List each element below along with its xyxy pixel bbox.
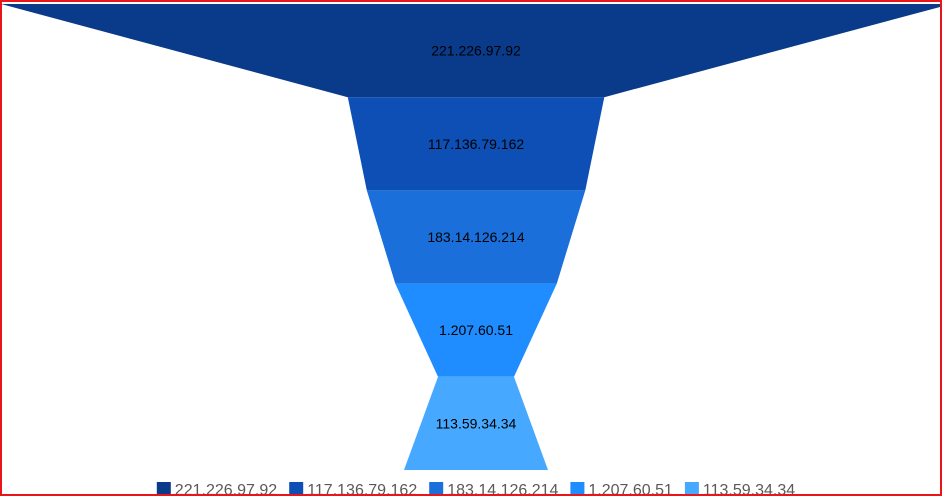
funnel-segment-label-5: 113.59.34.34 — [436, 415, 517, 431]
chart-legend: 221.226.97.92 117.136.79.162 183.14.126.21… — [156, 482, 795, 496]
funnel-segment-label-1: 221.226.97.92 — [431, 43, 521, 59]
funnel-segment-1[interactable] — [2, 4, 942, 98]
legend-swatch-1[interactable] — [156, 482, 171, 496]
legend-swatch-2[interactable] — [289, 482, 304, 496]
funnel-segment-5[interactable] — [404, 376, 548, 470]
legend-swatch-5[interactable] — [684, 482, 699, 496]
legend-label-1[interactable]: 221.226.97.92 — [175, 482, 277, 496]
legend-label-3[interactable]: 183.14.126.214 — [447, 482, 558, 496]
funnel-segments — [2, 4, 942, 470]
funnel-segment-labels: 221.226.97.92 117.136.79.162 183.14.126.21… — [427, 43, 525, 432]
funnel-segment-label-3: 183.14.126.214 — [427, 229, 525, 245]
funnel-segment-3[interactable] — [366, 190, 586, 284]
funnel-segment-2[interactable] — [347, 97, 605, 191]
legend-swatch-3[interactable] — [429, 482, 444, 496]
legend-label-5[interactable]: 113.59.34.34 — [703, 482, 795, 496]
legend-label-2[interactable]: 117.136.79.162 — [307, 482, 417, 496]
funnel-segment-4[interactable] — [395, 283, 557, 377]
legend-swatch-4[interactable] — [570, 482, 585, 496]
funnel-segment-label-2: 117.136.79.162 — [428, 136, 524, 152]
funnel-segment-label-4: 1.207.60.51 — [439, 322, 513, 338]
legend-label-4[interactable]: 1.207.60.51 — [588, 482, 673, 496]
